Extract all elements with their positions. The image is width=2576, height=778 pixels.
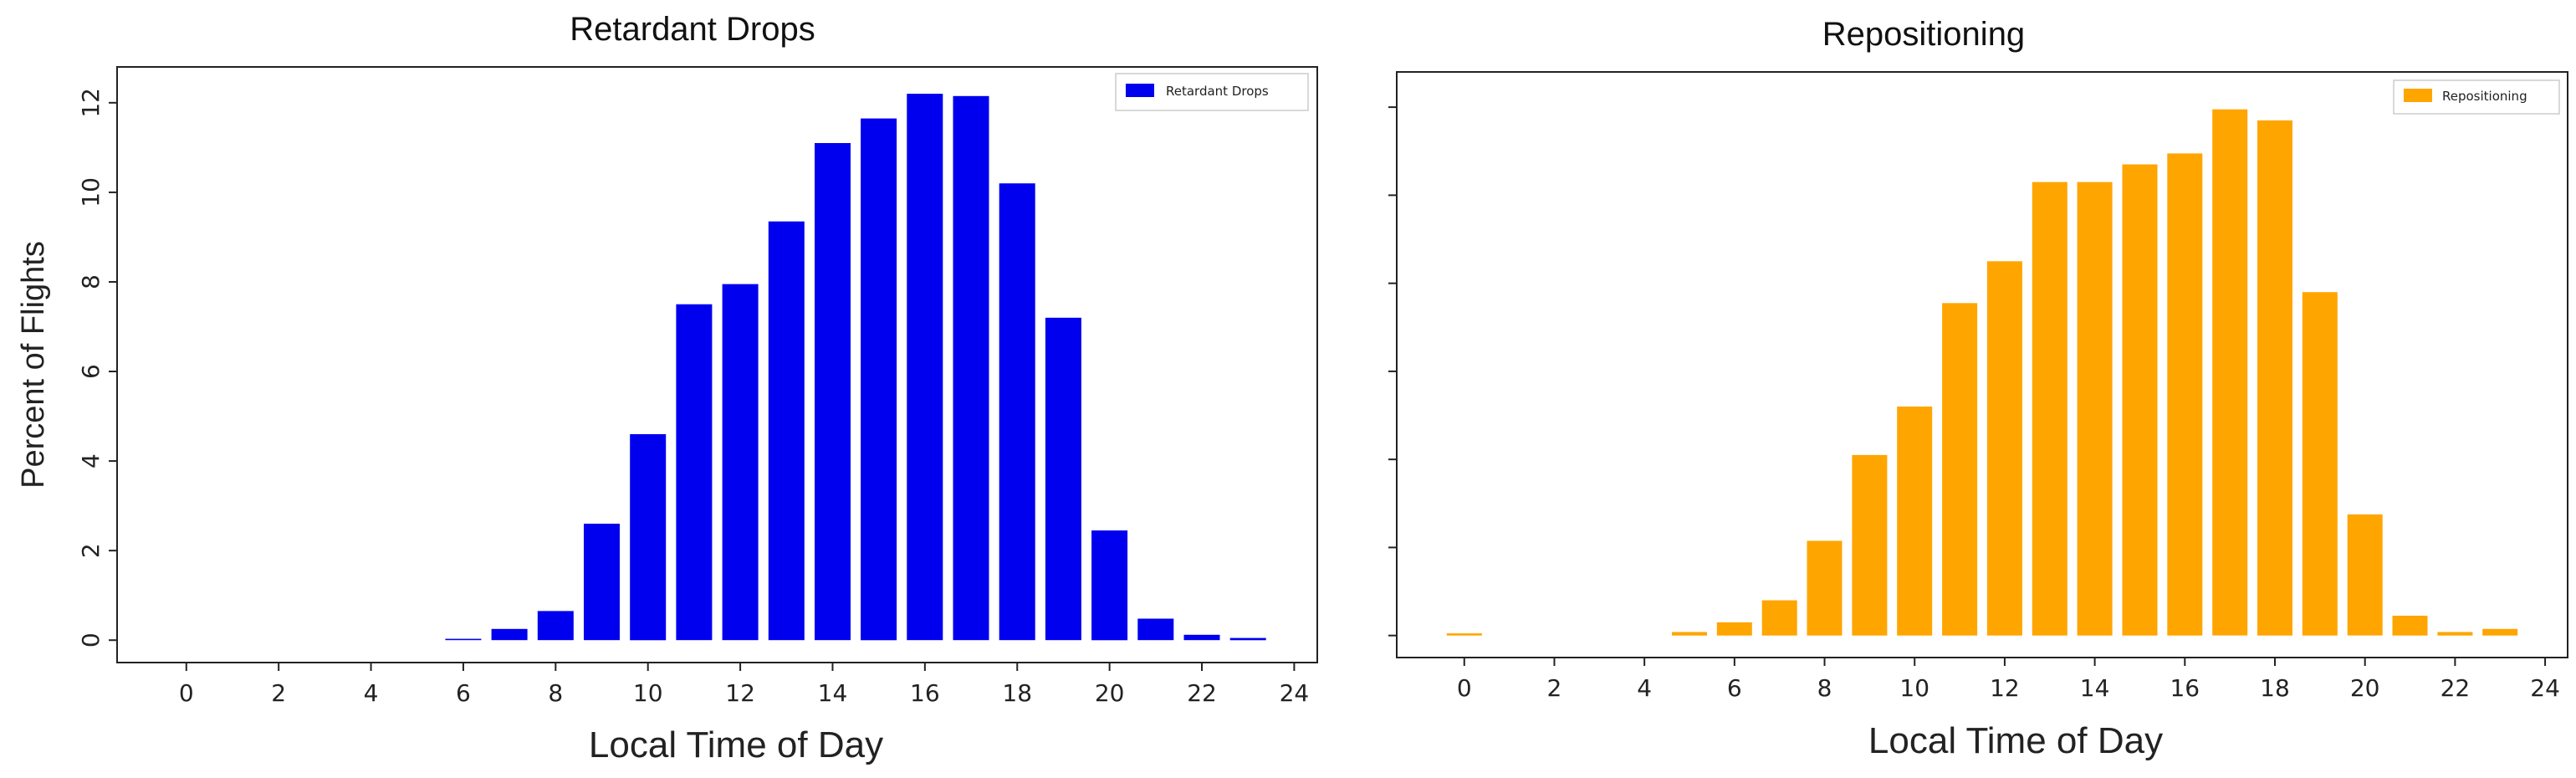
bar-hour-18	[999, 183, 1035, 641]
x-tick-label: 8	[1817, 674, 1832, 702]
y-tick-label: 4	[77, 453, 105, 468]
x-axis-label: Local Time of Day	[589, 724, 883, 765]
legend: Retardant Drops	[1115, 73, 1309, 111]
bar-hour-18	[2257, 120, 2292, 636]
bar-hour-9	[1852, 454, 1888, 636]
y-tick-label: 0	[77, 632, 105, 647]
y-ticks	[1388, 106, 1397, 637]
x-tick-label: 6	[1727, 674, 1742, 702]
bar-hour-9	[584, 524, 620, 641]
bar-hour-22	[1183, 634, 1220, 641]
bar-hour-11	[1942, 303, 1978, 636]
bar-hour-7	[491, 628, 528, 641]
bar-hour-19	[2302, 292, 2338, 636]
bar-hour-22	[2437, 632, 2473, 636]
bar-hour-21	[2392, 616, 2428, 636]
x-tick-label: 4	[1637, 674, 1652, 702]
plot-frame	[116, 66, 1318, 663]
bar-hour-12	[722, 284, 759, 641]
x-tick-label: 4	[364, 679, 379, 707]
legend-swatch	[1126, 84, 1154, 97]
legend: Repositioning	[2393, 79, 2560, 115]
bar-hour-16	[2167, 153, 2203, 636]
bar-hour-7	[1761, 600, 1797, 636]
chart-retardant-drops: Retardant Drops Percent of Flights Local…	[16, 11, 1318, 765]
bar-hour-14	[815, 143, 851, 641]
x-tick-label: 10	[633, 679, 663, 707]
bars	[445, 94, 1266, 641]
bar-hour-5	[1672, 632, 1707, 636]
x-tick-label: 20	[2350, 674, 2380, 702]
x-tick-label: 8	[548, 679, 563, 707]
bar-hour-13	[768, 221, 805, 641]
legend-swatch	[2404, 89, 2432, 102]
x-ticks: 0 2 4 6 8 10 12 14 16 18 20 22 24	[179, 663, 1309, 707]
x-tick-label: 20	[1095, 679, 1125, 707]
y-tick-label: 10	[77, 177, 105, 207]
chart-title: Retardant Drops	[570, 11, 815, 48]
bar-hour-12	[1986, 261, 2022, 636]
x-ticks: 0 2 4 6 8 10 12 14 16 18 20 22 24	[1457, 658, 2560, 702]
chart-repositioning: Repositioning Local Time of Day 0 2 4 6 8 10 1…	[1388, 16, 2568, 761]
bar-hour-17	[2212, 109, 2248, 636]
bar-hour-20	[1091, 530, 1128, 641]
chart-title: Repositioning	[1822, 16, 2025, 53]
x-tick-label: 14	[818, 679, 848, 707]
x-tick-label: 0	[1457, 674, 1472, 702]
bar-hour-8	[537, 611, 574, 641]
bar-hour-11	[676, 304, 713, 641]
x-tick-label: 12	[725, 679, 755, 707]
plot-frame	[1396, 71, 2568, 658]
bar-hour-23	[2482, 628, 2518, 636]
bar-hour-17	[953, 95, 989, 641]
x-tick-label: 6	[456, 679, 471, 707]
x-tick-label: 12	[1990, 674, 2020, 702]
y-axis-label: Percent of Flights	[16, 241, 51, 489]
bar-hour-10	[1897, 407, 1933, 636]
bars	[1446, 109, 2518, 636]
x-tick-label: 10	[1899, 674, 1929, 702]
bar-hour-19	[1045, 317, 1081, 641]
x-tick-label: 2	[271, 679, 286, 707]
y-tick-label: 2	[77, 543, 105, 558]
legend-label: Repositioning	[2442, 89, 2527, 104]
legend-label: Retardant Drops	[1166, 84, 1269, 99]
bar-hour-16	[907, 94, 943, 641]
bar-hour-6	[1716, 622, 1752, 636]
bar-hour-6	[445, 638, 482, 641]
x-tick-label: 2	[1547, 674, 1562, 702]
y-ticks: 0 2 4 6 8 10 12	[77, 88, 117, 647]
bar-hour-8	[1807, 540, 1843, 636]
x-tick-label: 22	[2441, 674, 2471, 702]
bar-hour-20	[2347, 514, 2383, 636]
y-tick-label: 8	[77, 274, 105, 289]
x-tick-label: 18	[2260, 674, 2290, 702]
bar-hour-14	[2077, 182, 2113, 636]
bar-hour-15	[861, 118, 897, 641]
x-tick-label: 24	[1280, 679, 1310, 707]
bar-hour-21	[1137, 618, 1174, 641]
x-axis-label: Local Time of Day	[1868, 720, 2163, 761]
bar-hour-23	[1229, 637, 1266, 641]
bar-hour-10	[630, 434, 667, 641]
bar-hour-0	[1446, 633, 1482, 636]
x-tick-label: 14	[2080, 674, 2110, 702]
x-tick-label: 24	[2530, 674, 2560, 702]
x-tick-label: 18	[1002, 679, 1032, 707]
y-tick-label: 6	[77, 364, 105, 379]
bar-hour-13	[2032, 182, 2067, 636]
x-tick-label: 16	[910, 679, 940, 707]
x-tick-label: 0	[179, 679, 194, 707]
y-tick-label: 12	[77, 88, 105, 118]
bar-hour-15	[2122, 164, 2158, 636]
x-tick-label: 16	[2170, 674, 2200, 702]
x-tick-label: 22	[1187, 679, 1217, 707]
